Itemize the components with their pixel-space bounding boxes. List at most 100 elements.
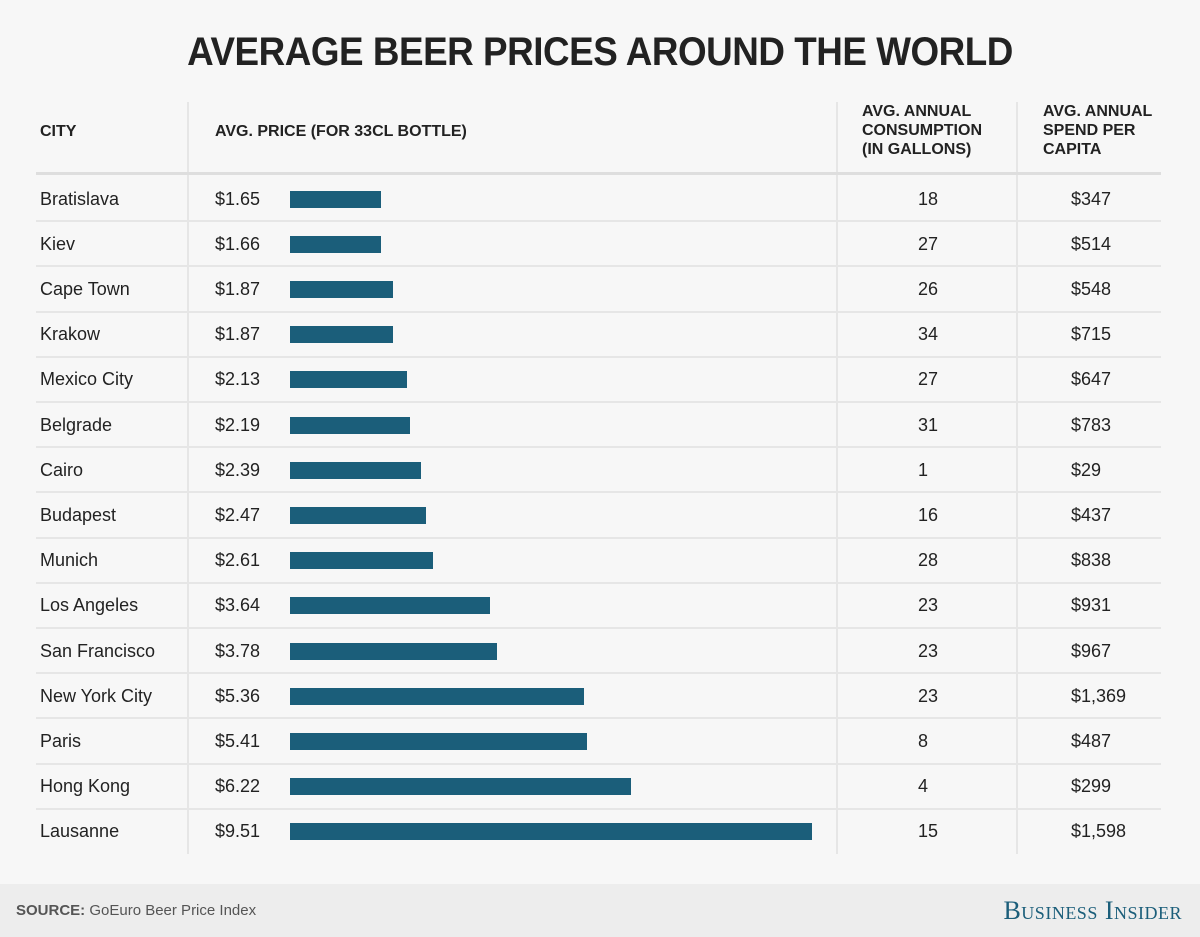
header-spend-line: CAPITA: [1043, 141, 1102, 158]
price-label: $1.65: [215, 188, 261, 209]
header-price: AVG. PRICE (FOR 33CL BOTTLE): [215, 123, 467, 140]
footer: SOURCE: GoEuro Beer Price Index Business…: [0, 884, 1200, 937]
spend-value: $299: [1071, 776, 1112, 797]
column-divider: [836, 102, 838, 854]
city-name: Munich: [40, 550, 99, 571]
price-bar: [290, 416, 411, 434]
consumption-value: 23: [918, 595, 939, 616]
header-divider: [36, 172, 1161, 175]
price-label: $2.19: [215, 414, 261, 435]
row-divider: [36, 762, 1161, 765]
price-label: $9.51: [215, 821, 261, 842]
row-divider: [36, 581, 1161, 584]
price-label: $1.87: [215, 324, 261, 345]
consumption-value: 4: [918, 776, 929, 797]
consumption-value: 34: [918, 324, 939, 345]
price-bar: [290, 642, 498, 660]
row-divider: [36, 536, 1161, 539]
consumption-value: 31: [918, 414, 939, 435]
spend-value: $838: [1071, 550, 1112, 571]
row-divider: [36, 672, 1161, 675]
city-name: Lausanne: [40, 821, 120, 842]
city-name: San Francisco: [40, 640, 156, 661]
price-bar: [290, 597, 490, 615]
spend-value: $548: [1071, 279, 1112, 299]
spend-value: $783: [1071, 414, 1112, 435]
price-bar: [290, 461, 422, 479]
price-bar: [290, 235, 382, 253]
city-name: Bratislava: [40, 188, 120, 209]
row-divider: [36, 446, 1161, 449]
header-consumption-line: CONSUMPTION: [862, 122, 982, 139]
consumption-value: 23: [918, 640, 939, 661]
consumption-value: 28: [918, 550, 939, 571]
header-city: CITY: [40, 123, 77, 140]
price-label: $1.87: [215, 279, 261, 299]
row-divider: [36, 401, 1161, 403]
consumption-value: 18: [918, 188, 939, 209]
city-name: Mexico City: [40, 369, 134, 390]
price-label: $1.66: [215, 233, 261, 254]
header-spend-line: SPEND PER: [1043, 122, 1136, 139]
spend-value: $514: [1071, 233, 1112, 254]
row-divider: [36, 310, 1161, 313]
price-bar: [290, 552, 434, 570]
consumption-value: 23: [918, 685, 939, 706]
row-divider: [36, 220, 1161, 223]
price-bar: [290, 823, 812, 841]
price-label: $2.13: [215, 369, 261, 390]
spend-value: $437: [1071, 505, 1112, 525]
consumption-value: 15: [918, 821, 939, 842]
price-bar: [290, 733, 587, 750]
city-name: Los Angeles: [40, 595, 139, 616]
column-divider: [1016, 102, 1018, 854]
source-label: SOURCE:: [16, 902, 86, 919]
price-label: $2.61: [215, 550, 261, 571]
source-note: SOURCE: GoEuro Beer Price Index: [16, 902, 256, 919]
city-name: Cape Town: [40, 279, 130, 299]
spend-value: $967: [1071, 640, 1112, 661]
price-bar: [290, 326, 393, 344]
city-name: Cairo: [40, 459, 84, 480]
city-name: Belgrade: [40, 414, 113, 435]
column-divider: [187, 102, 189, 854]
spend-value: $487: [1071, 731, 1112, 751]
row-divider: [36, 491, 1161, 494]
spend-value: $1,369: [1071, 685, 1127, 706]
price-bar: [290, 687, 585, 705]
price-label: $3.64: [215, 595, 261, 616]
header-consumption-line: (IN GALLONS): [862, 141, 972, 158]
brand-logo: Business Insider: [1003, 896, 1182, 925]
chart-title: AVERAGE BEER PRICES AROUND THE WORLD: [187, 30, 1013, 74]
row-divider: [36, 807, 1161, 810]
price-label: $5.41: [215, 731, 261, 751]
price-bar: [290, 371, 407, 389]
city-name: Kiev: [40, 233, 76, 254]
price-label: $3.78: [215, 640, 261, 661]
consumption-value: 27: [918, 233, 939, 254]
price-label: $5.36: [215, 685, 261, 706]
consumption-value: 8: [918, 731, 929, 751]
row-divider: [36, 717, 1161, 720]
city-name: Hong Kong: [40, 776, 131, 797]
city-name: New York City: [40, 685, 153, 706]
price-bar: [290, 281, 393, 298]
consumption-value: 26: [918, 279, 939, 299]
price-bar: [290, 778, 632, 796]
price-bar: [290, 507, 426, 524]
city-name: Krakow: [40, 324, 101, 345]
spend-value: $29: [1071, 459, 1102, 480]
header-spend-line: AVG. ANNUAL: [1043, 103, 1153, 120]
header-consumption: AVG. ANNUAL CONSUMPTION (IN GALLONS): [862, 102, 982, 159]
price-label: $2.47: [215, 505, 261, 525]
row-divider: [36, 355, 1161, 358]
consumption-value: 16: [918, 505, 939, 525]
header-consumption-line: AVG. ANNUAL: [862, 103, 972, 120]
spend-value: $647: [1071, 369, 1112, 390]
source-text: GoEuro Beer Price Index: [89, 902, 257, 919]
header-spend: AVG. ANNUAL SPEND PER CAPITA: [1043, 102, 1152, 159]
row-divider: [36, 627, 1161, 629]
consumption-value: 27: [918, 369, 939, 390]
city-name: Paris: [40, 731, 82, 751]
spend-value: $347: [1071, 188, 1112, 209]
